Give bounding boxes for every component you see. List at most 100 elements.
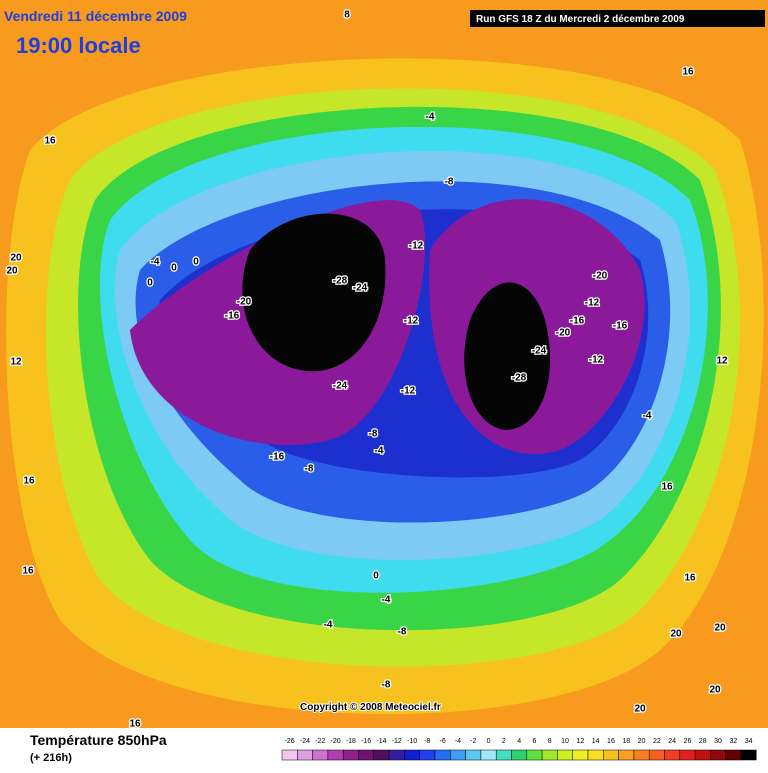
scale-label: 22 — [653, 738, 661, 745]
run-box — [470, 10, 765, 27]
contour-label: 16 — [684, 573, 696, 584]
scale-label: -4 — [455, 738, 461, 745]
contour-label: 16 — [129, 719, 141, 730]
contour-label: -24 — [532, 346, 547, 357]
footer-bg — [0, 728, 768, 768]
contour-label: 20 — [670, 629, 682, 640]
contour-label: -4 — [151, 257, 160, 268]
contour-label: -12 — [585, 298, 600, 309]
contour-label: 16 — [22, 566, 34, 577]
contour-label: 8 — [344, 10, 350, 21]
contour-label: -4 — [382, 595, 391, 606]
scale-label: -10 — [407, 738, 417, 745]
date: Vendredi 11 décembre 2009 — [4, 8, 187, 24]
scale-label: 4 — [517, 738, 521, 745]
contour-label: -8 — [445, 177, 454, 188]
scale-label: 28 — [699, 738, 707, 745]
contour-label: -12 — [401, 386, 416, 397]
scale-swatch — [312, 749, 329, 761]
scale-swatch — [618, 749, 635, 761]
color-scale: -26 -24 -22 -20 -18 -16 -14 -12 -10 -8 -6 -4 -2 0 2 4 6 8… — [281, 738, 757, 761]
scale-label: 18 — [622, 738, 630, 745]
scale-swatch — [358, 749, 375, 761]
contour-label: -4 — [375, 446, 384, 457]
scale-swatch — [557, 749, 573, 761]
run-info: Run GFS 18 Z du Mercredi 2 décembre 2009 — [476, 14, 685, 25]
scale-label: 34 — [745, 738, 753, 745]
scale-swatch — [725, 749, 742, 761]
scale-swatch — [572, 749, 589, 761]
contour-label: 20 — [634, 704, 646, 715]
contour-label: -24 — [353, 283, 368, 294]
scale-swatch — [450, 749, 466, 761]
contour-label: -4 — [426, 112, 435, 123]
scale-label: 20 — [638, 738, 646, 745]
scale-swatch — [465, 749, 482, 761]
scale-swatch — [526, 749, 543, 761]
scale-label: 8 — [548, 738, 552, 745]
scale-label: 12 — [576, 738, 584, 745]
contour-label: 12 — [716, 356, 728, 367]
contour-label: -12 — [589, 355, 604, 366]
scale-swatch — [511, 749, 528, 761]
scale-swatch — [740, 749, 757, 761]
contour-label: 0 — [171, 263, 177, 274]
scale-label: -24 — [300, 738, 310, 745]
footer-subtitle: (+ 216h) — [30, 752, 72, 764]
contour-label: -4 — [324, 620, 333, 631]
scale-swatch — [388, 749, 405, 761]
scale-swatch — [495, 749, 512, 761]
scale-label: 6 — [532, 738, 536, 745]
scale-label: -20 — [330, 738, 340, 745]
contour-label: -20 — [593, 271, 608, 282]
scale-swatch — [327, 749, 344, 761]
scale-label: -14 — [376, 738, 386, 745]
scale-swatch — [679, 749, 696, 761]
scale-swatch — [297, 749, 313, 761]
scale-label: 24 — [668, 738, 676, 745]
contour-label: -28 — [333, 276, 348, 287]
scale-label: 10 — [561, 738, 569, 745]
contour-label: -8 — [398, 627, 407, 638]
contour-label: -20 — [237, 297, 252, 308]
scale-label: -12 — [392, 738, 402, 745]
scale-swatch — [694, 749, 711, 761]
contour-label: -20 — [556, 328, 571, 339]
scale-label: -18 — [346, 738, 356, 745]
contour-label: 16 — [682, 67, 694, 78]
scale-label: -26 — [285, 738, 295, 745]
contour-label: -4 — [643, 411, 652, 422]
scale-swatch — [633, 749, 650, 761]
scale-label: -6 — [440, 738, 446, 745]
scale-label: 14 — [592, 738, 600, 745]
scale-swatch — [587, 749, 604, 761]
scale-swatch — [373, 749, 390, 761]
scale-label: -8 — [424, 738, 430, 745]
contour-label: -16 — [225, 311, 240, 322]
temperature-field — [5, 58, 764, 715]
contour-label: -16 — [613, 321, 628, 332]
contour-label: 16 — [44, 136, 56, 147]
scale-label: -16 — [361, 738, 371, 745]
footer-title: Température 850hPa — [30, 732, 167, 748]
contour-label: 20 — [6, 266, 18, 277]
contour-label: -8 — [305, 464, 314, 475]
time: 19:00 locale — [16, 33, 141, 58]
contour-label: 0 — [147, 278, 153, 289]
contour-label: 20 — [10, 253, 22, 264]
scale-swatch — [404, 749, 420, 761]
scale-swatch — [342, 749, 359, 761]
scale-swatch — [664, 749, 681, 761]
contour-label: 16 — [23, 476, 35, 487]
scale-label: -2 — [470, 738, 476, 745]
contour-label: -16 — [270, 452, 285, 463]
scale-label: 2 — [502, 738, 506, 745]
scale-swatch — [480, 749, 497, 761]
contour-label: -8 — [369, 429, 378, 440]
contour-label: -24 — [333, 381, 348, 392]
contour-label: 20 — [709, 685, 721, 696]
copyright: Copyright © 2008 Meteociel.fr — [300, 702, 441, 713]
scale-swatch — [281, 749, 298, 761]
